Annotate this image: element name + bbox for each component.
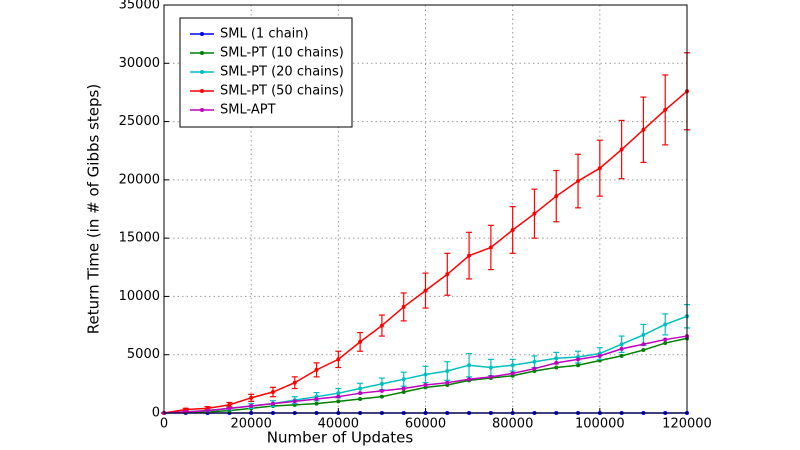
data-point <box>510 227 515 232</box>
data-point <box>597 166 602 171</box>
data-point <box>467 253 472 258</box>
x-tick-label: 100000 <box>575 417 625 432</box>
data-point <box>663 107 668 112</box>
legend-label: SML-PT (20 chains) <box>220 65 344 80</box>
legend-label: SML-PT (50 chains) <box>220 84 344 99</box>
data-point <box>467 363 472 368</box>
data-point <box>270 390 275 395</box>
y-tick-label: 30000 <box>119 56 160 71</box>
data-point <box>379 323 384 328</box>
data-point <box>641 332 646 337</box>
data-point <box>292 399 297 404</box>
data-point <box>554 360 559 365</box>
data-point <box>445 272 450 277</box>
data-point <box>314 367 319 372</box>
legend-label: SML-PT (10 chains) <box>220 46 344 61</box>
data-point <box>423 383 428 388</box>
legend-label: SML (1 chain) <box>220 27 309 42</box>
data-point <box>445 369 450 374</box>
y-axis-label: Return Time (in # of Gibbs steps) <box>85 84 103 334</box>
data-point <box>467 377 472 382</box>
data-point <box>401 390 406 395</box>
y-tick-label: 0 <box>152 406 160 421</box>
data-point <box>619 353 624 358</box>
y-tick-label: 10000 <box>119 289 160 304</box>
data-point <box>336 391 341 396</box>
data-point <box>423 372 428 377</box>
data-point <box>554 365 559 370</box>
data-point <box>314 397 319 402</box>
legend-label: SML-APT <box>220 103 276 118</box>
data-point <box>488 245 493 250</box>
y-tick-label: 25000 <box>119 114 160 129</box>
data-point <box>663 322 668 327</box>
data-point <box>270 401 275 406</box>
legend-marker <box>200 51 204 55</box>
x-tick-label: 120000 <box>662 417 712 432</box>
data-point <box>532 366 537 371</box>
data-point <box>336 357 341 362</box>
data-point <box>619 346 624 351</box>
legend-marker <box>200 89 204 93</box>
data-point <box>532 211 537 216</box>
legend-marker <box>200 108 204 112</box>
data-point <box>641 348 646 353</box>
data-point <box>292 380 297 385</box>
data-point <box>336 394 341 399</box>
data-point <box>401 377 406 382</box>
data-point <box>554 356 559 361</box>
y-tick-label: 5000 <box>127 347 160 362</box>
y-tick-label: 35000 <box>119 0 160 13</box>
data-point <box>619 342 624 347</box>
data-point <box>597 353 602 358</box>
data-point <box>205 408 210 413</box>
data-point <box>576 179 581 184</box>
data-point <box>336 399 341 404</box>
data-point <box>510 371 515 376</box>
data-point <box>423 288 428 293</box>
legend-marker <box>200 70 204 74</box>
data-point <box>488 374 493 379</box>
data-point <box>358 339 363 344</box>
x-tick-label: 80000 <box>492 417 533 432</box>
legend-marker <box>200 32 204 36</box>
x-tick-label: 40000 <box>318 417 359 432</box>
data-point <box>576 357 581 362</box>
data-point <box>358 397 363 402</box>
y-tick-label: 20000 <box>119 172 160 187</box>
data-point <box>358 386 363 391</box>
data-point <box>554 194 559 199</box>
x-tick-label: 60000 <box>405 417 446 432</box>
data-point <box>249 404 254 409</box>
data-point <box>379 388 384 393</box>
data-point <box>488 365 493 370</box>
data-point <box>619 147 624 152</box>
y-tick-label: 15000 <box>119 231 160 246</box>
data-point <box>227 402 232 407</box>
data-point <box>641 127 646 132</box>
data-point <box>227 406 232 411</box>
data-point <box>641 342 646 347</box>
data-point <box>663 337 668 342</box>
data-point <box>358 391 363 396</box>
data-point <box>401 304 406 309</box>
plot-frame <box>163 4 688 414</box>
data-point <box>576 363 581 368</box>
data-point <box>510 363 515 368</box>
data-point <box>401 386 406 391</box>
x-axis-label: Number of Updates <box>267 429 414 447</box>
data-point <box>663 341 668 346</box>
data-point <box>445 380 450 385</box>
data-point <box>532 359 537 364</box>
x-tick-label: 20000 <box>230 417 271 432</box>
data-point <box>379 381 384 386</box>
data-point <box>249 395 254 400</box>
data-point <box>379 394 384 399</box>
data-point <box>314 401 319 406</box>
x-tick-label: 0 <box>160 417 168 432</box>
